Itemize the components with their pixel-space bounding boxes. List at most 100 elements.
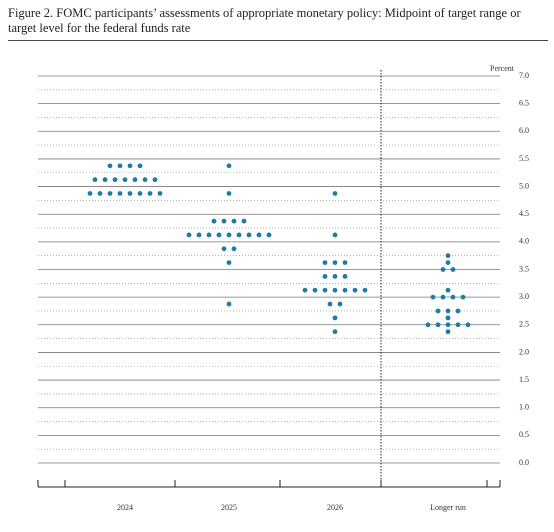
dot	[236, 232, 242, 238]
dot	[322, 274, 328, 279]
dot	[117, 191, 123, 196]
dot	[92, 177, 98, 183]
dot	[231, 218, 237, 224]
y-tick-label: 4.0	[519, 237, 529, 246]
dot	[445, 329, 451, 335]
dot	[430, 294, 436, 300]
dot	[322, 287, 328, 293]
dot	[332, 287, 338, 293]
dot	[445, 260, 451, 265]
dot	[226, 191, 232, 196]
dot	[221, 246, 227, 252]
dot	[226, 301, 232, 307]
dot	[337, 301, 343, 307]
dot	[327, 301, 333, 307]
dot	[117, 163, 123, 169]
dot	[107, 191, 113, 196]
dot	[132, 177, 138, 183]
dot	[87, 191, 93, 196]
x-tick-label: Longer run	[430, 503, 466, 512]
x-tick-label: 2025	[221, 503, 237, 512]
dot	[435, 322, 441, 328]
x-tick-label: 2024	[117, 503, 133, 512]
dot	[445, 315, 451, 321]
y-tick-label: 0.5	[519, 430, 529, 439]
x-tick-label: 2026	[327, 503, 343, 512]
y-tick-label: 3.0	[519, 292, 529, 301]
dot	[211, 218, 217, 224]
dot	[332, 191, 338, 196]
dot	[221, 218, 227, 224]
dot	[196, 232, 202, 238]
dot	[425, 322, 431, 328]
dot	[440, 267, 446, 272]
dot	[455, 322, 461, 328]
y-tick-label: 2.5	[519, 320, 529, 329]
y-tick-label: 5.0	[519, 181, 529, 190]
dot	[107, 163, 113, 169]
y-tick-label: 2.0	[519, 347, 529, 356]
y-tick-label: 0.0	[519, 458, 529, 467]
dot	[147, 191, 153, 196]
dot	[445, 253, 451, 259]
dot	[226, 163, 232, 169]
y-tick-label: 3.5	[519, 264, 529, 273]
dot	[112, 177, 118, 183]
dot	[102, 177, 108, 183]
dot	[206, 232, 212, 238]
dot	[226, 232, 232, 238]
dot	[445, 308, 451, 314]
dot	[435, 308, 441, 314]
dot	[460, 294, 466, 300]
y-tick-label: 6.5	[519, 98, 529, 107]
dot	[256, 232, 262, 238]
dot	[450, 294, 456, 300]
dot	[137, 191, 143, 196]
dot	[450, 267, 456, 272]
y-tick-label: 1.5	[519, 375, 529, 384]
dot	[322, 260, 328, 265]
dot	[137, 163, 143, 169]
chart-title: Figure 2. FOMC participants’ assessments…	[8, 6, 521, 35]
dot	[152, 177, 158, 183]
y-tick-label: 5.5	[519, 154, 529, 163]
dot	[186, 232, 192, 238]
y-tick-label: 4.5	[519, 209, 529, 218]
dot	[352, 287, 358, 293]
dot	[332, 315, 338, 321]
y-tick-label: 6.0	[519, 126, 529, 135]
dot	[226, 260, 232, 265]
dot	[362, 287, 368, 293]
dot	[332, 232, 338, 238]
dot	[302, 287, 308, 293]
dot	[332, 329, 338, 335]
dot	[142, 177, 148, 183]
title-rule	[8, 40, 548, 41]
dot	[216, 232, 222, 238]
dot	[241, 218, 247, 224]
dot	[127, 191, 133, 196]
dot	[445, 287, 451, 293]
y-axis-label: Percent	[490, 64, 515, 73]
dot	[465, 322, 471, 328]
dot	[266, 232, 272, 238]
dot	[342, 274, 348, 279]
dot	[445, 322, 451, 328]
dot	[332, 260, 338, 265]
dot	[157, 191, 163, 196]
y-tick-label: 7.0	[519, 71, 529, 80]
dot	[342, 260, 348, 265]
dot	[231, 246, 237, 252]
dot	[440, 294, 446, 300]
dot	[332, 274, 338, 279]
dot	[312, 287, 318, 293]
dot	[246, 232, 252, 238]
dot	[97, 191, 103, 196]
dot	[127, 163, 133, 169]
dot	[455, 308, 461, 314]
dot	[122, 177, 128, 183]
dot	[342, 287, 348, 293]
y-tick-label: 1.0	[519, 403, 529, 412]
